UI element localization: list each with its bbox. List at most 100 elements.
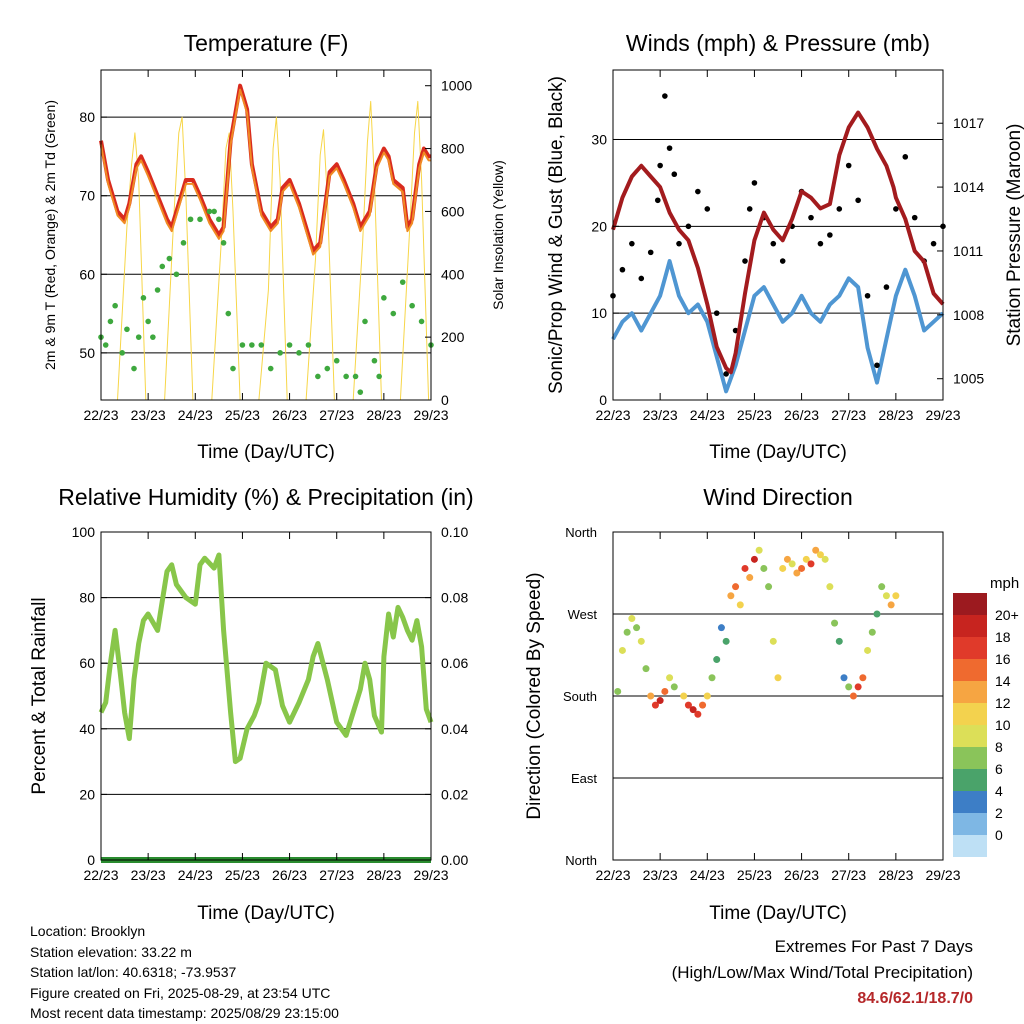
direction-point	[807, 560, 815, 568]
legend-swatch	[953, 703, 987, 725]
y-tick-label-right: 200	[441, 329, 465, 345]
direction-point	[793, 569, 801, 577]
legend-label: 18	[995, 629, 1011, 645]
winds-y-label-right: Station Pressure (Maroon)	[1004, 124, 1024, 347]
temperature-y-label: 2m & 9m T (Red, Orange) & 2m Td (Green)	[42, 100, 58, 370]
wind-direction-x-label: Time (Day/UTC)	[709, 903, 847, 924]
y-tick-label: 10	[591, 305, 607, 321]
direction-point	[750, 555, 758, 563]
legend-label: 16	[995, 651, 1011, 667]
direction-point	[666, 674, 674, 682]
series-point	[671, 171, 678, 178]
series-point	[150, 334, 156, 340]
direction-point	[746, 574, 754, 582]
direction-point	[656, 697, 664, 705]
series-point	[638, 275, 645, 282]
legend-swatch	[953, 659, 987, 681]
x-tick-label: 26/23	[272, 867, 307, 883]
series-point	[836, 206, 843, 212]
y-tick-label-right: 0.02	[441, 786, 468, 802]
direction-point	[755, 546, 763, 554]
series-point	[154, 287, 161, 293]
x-tick-label: 25/23	[737, 407, 772, 423]
series-point	[662, 93, 668, 99]
series-point	[666, 145, 673, 151]
series-point	[112, 302, 118, 309]
series-point	[390, 310, 397, 317]
x-tick-label: 29/23	[413, 867, 448, 883]
x-tick-label: 27/23	[831, 867, 866, 883]
wind-direction-y-label: Direction (Colored By Speed)	[524, 572, 545, 819]
x-tick-label: 25/23	[225, 407, 260, 423]
y-tick-label-right: 0.04	[441, 721, 468, 737]
x-tick-label: 26/23	[272, 407, 307, 423]
series-point	[296, 350, 302, 356]
humidity-y-label: Percent & Total Rainfall	[29, 597, 50, 794]
series-point	[418, 318, 425, 325]
x-tick-label: 29/23	[925, 867, 960, 883]
series-point	[827, 232, 833, 238]
legend-label: 12	[995, 695, 1011, 711]
direction-point	[713, 656, 721, 664]
direction-point	[708, 674, 716, 682]
x-tick-label: 23/23	[643, 867, 678, 883]
direction-point	[684, 701, 692, 709]
winds-x-label: Time (Day/UTC)	[709, 442, 847, 463]
series-point	[713, 310, 720, 316]
direction-point	[812, 546, 820, 554]
station-latlon: Station lat/lon: 40.6318; -73.9537	[30, 964, 237, 980]
series-point	[267, 365, 274, 372]
direction-point	[821, 555, 829, 563]
y-tick-label: 30	[591, 131, 607, 147]
series-point	[180, 240, 187, 246]
y-tick-label: 70	[79, 188, 95, 204]
series-point	[107, 318, 114, 325]
series-point	[808, 214, 814, 221]
series-point	[230, 365, 236, 372]
y-tick-label: 0	[87, 852, 95, 868]
series-point	[399, 279, 406, 285]
temperature-panel: Temperature (F) 50 60 70 80 0 200 400 600 800 10…	[42, 30, 506, 463]
legend-label: 6	[995, 761, 1003, 777]
winds-x-ticks: 22/23 23/23 24/23 25/23 26/23 27/23 28/23 29/23	[595, 70, 961, 423]
legend-swatch	[953, 681, 987, 703]
direction-point	[689, 706, 697, 714]
series-point	[211, 208, 217, 215]
direction-point	[623, 628, 631, 636]
y-tick-label-right: 600	[441, 203, 465, 219]
humidity-x-label: Time (Day/UTC)	[197, 903, 335, 924]
direction-point	[816, 551, 824, 559]
series-point	[324, 365, 331, 372]
temperature-y-ticks: 50 60 70 80	[79, 109, 107, 361]
series-point	[817, 240, 824, 247]
direction-point	[628, 615, 636, 623]
direction-point	[878, 583, 886, 591]
y-tick-label-right: 0.06	[441, 655, 468, 671]
y-tick-label: 20	[591, 218, 607, 234]
legend-label: 2	[995, 805, 1003, 821]
x-tick-label: 22/23	[595, 867, 630, 883]
direction-point	[717, 624, 725, 632]
wind-direction-panel: Wind Direction North East South West North 2…	[524, 484, 1019, 924]
temperature-x-label: Time (Day/UTC)	[197, 442, 335, 463]
y-tick-label-right: 800	[441, 141, 465, 157]
direction-point	[887, 601, 895, 609]
series-point	[305, 342, 312, 348]
direction-point	[722, 637, 730, 645]
series-line	[100, 88, 431, 256]
x-tick-label: 23/23	[643, 407, 678, 423]
humidity-series	[98, 552, 434, 863]
extremes-box: Extremes For Past 7 Days (High/Low/Max W…	[672, 934, 973, 1012]
speed-legend-unit: mph	[990, 575, 1019, 592]
figure-created: Figure created on Fri, 2025-08-29, at 23…	[30, 984, 331, 1001]
series-point	[343, 373, 349, 380]
y-tick-label: 60	[79, 266, 95, 282]
speed-legend: mph 20+ 18 16 14 12 10 8 6 4 2 0	[953, 575, 1019, 857]
legend-label: 8	[995, 739, 1003, 755]
x-tick-label: 23/23	[131, 867, 166, 883]
series-point	[779, 258, 786, 264]
x-tick-label: 28/23	[878, 867, 913, 883]
legend-swatch	[953, 769, 987, 791]
direction-point	[840, 674, 848, 682]
